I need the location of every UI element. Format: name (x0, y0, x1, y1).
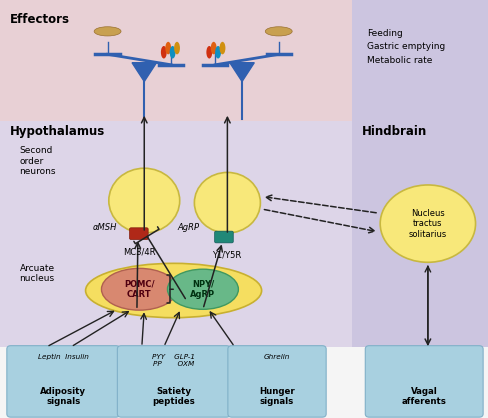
Bar (0, 0, 488, 121)
Text: Hypothalamus: Hypothalamus (10, 125, 105, 138)
Bar (351, 0, 488, 347)
Ellipse shape (165, 42, 171, 54)
Polygon shape (132, 63, 156, 82)
FancyBboxPatch shape (7, 346, 120, 417)
Text: PYY    GLP-1
PP       OXM: PYY GLP-1 PP OXM (152, 354, 195, 367)
FancyBboxPatch shape (227, 346, 325, 417)
Ellipse shape (94, 27, 121, 36)
Ellipse shape (102, 268, 177, 310)
Ellipse shape (206, 46, 212, 59)
FancyBboxPatch shape (129, 228, 148, 240)
FancyBboxPatch shape (117, 346, 230, 417)
Text: MC3/4R: MC3/4R (122, 248, 155, 257)
Ellipse shape (219, 42, 225, 54)
Text: Second
order
neurons: Second order neurons (20, 146, 56, 176)
Text: Satiety
peptides: Satiety peptides (152, 387, 195, 406)
Ellipse shape (264, 27, 291, 36)
Text: Ghrelin: Ghrelin (264, 354, 289, 360)
FancyBboxPatch shape (365, 346, 482, 417)
Text: Feeding
Gastric emptying
Metabolic rate: Feeding Gastric emptying Metabolic rate (366, 29, 444, 65)
Ellipse shape (169, 46, 175, 59)
Text: Effectors: Effectors (10, 13, 70, 25)
Text: Hindbrain: Hindbrain (361, 125, 426, 138)
Text: Y1/Y5R: Y1/Y5R (211, 251, 241, 260)
Ellipse shape (108, 168, 180, 233)
Text: Arcuate
nucleus: Arcuate nucleus (20, 264, 55, 283)
Bar (0, 347, 488, 418)
Text: αMSH: αMSH (93, 223, 117, 232)
Text: NPY/
AgRP: NPY/ AgRP (190, 280, 215, 299)
Ellipse shape (215, 46, 221, 59)
Ellipse shape (380, 185, 474, 263)
Text: POMC/
CART: POMC/ CART (124, 280, 154, 299)
Text: Hunger
signals: Hunger signals (259, 387, 294, 406)
Ellipse shape (167, 269, 238, 309)
Ellipse shape (161, 46, 166, 59)
Bar (0, 121, 351, 347)
Text: AgRP: AgRP (177, 223, 199, 232)
Ellipse shape (194, 172, 260, 233)
Text: Nucleus
tractus
solitarius: Nucleus tractus solitarius (408, 209, 446, 239)
Polygon shape (229, 63, 254, 82)
Text: Adiposity
signals: Adiposity signals (40, 387, 86, 406)
Text: Leptin  Insulin: Leptin Insulin (38, 354, 89, 360)
Ellipse shape (85, 263, 261, 318)
FancyBboxPatch shape (214, 231, 233, 243)
Ellipse shape (174, 42, 180, 54)
Text: Vagal
afferents: Vagal afferents (401, 387, 446, 406)
Ellipse shape (210, 42, 216, 54)
